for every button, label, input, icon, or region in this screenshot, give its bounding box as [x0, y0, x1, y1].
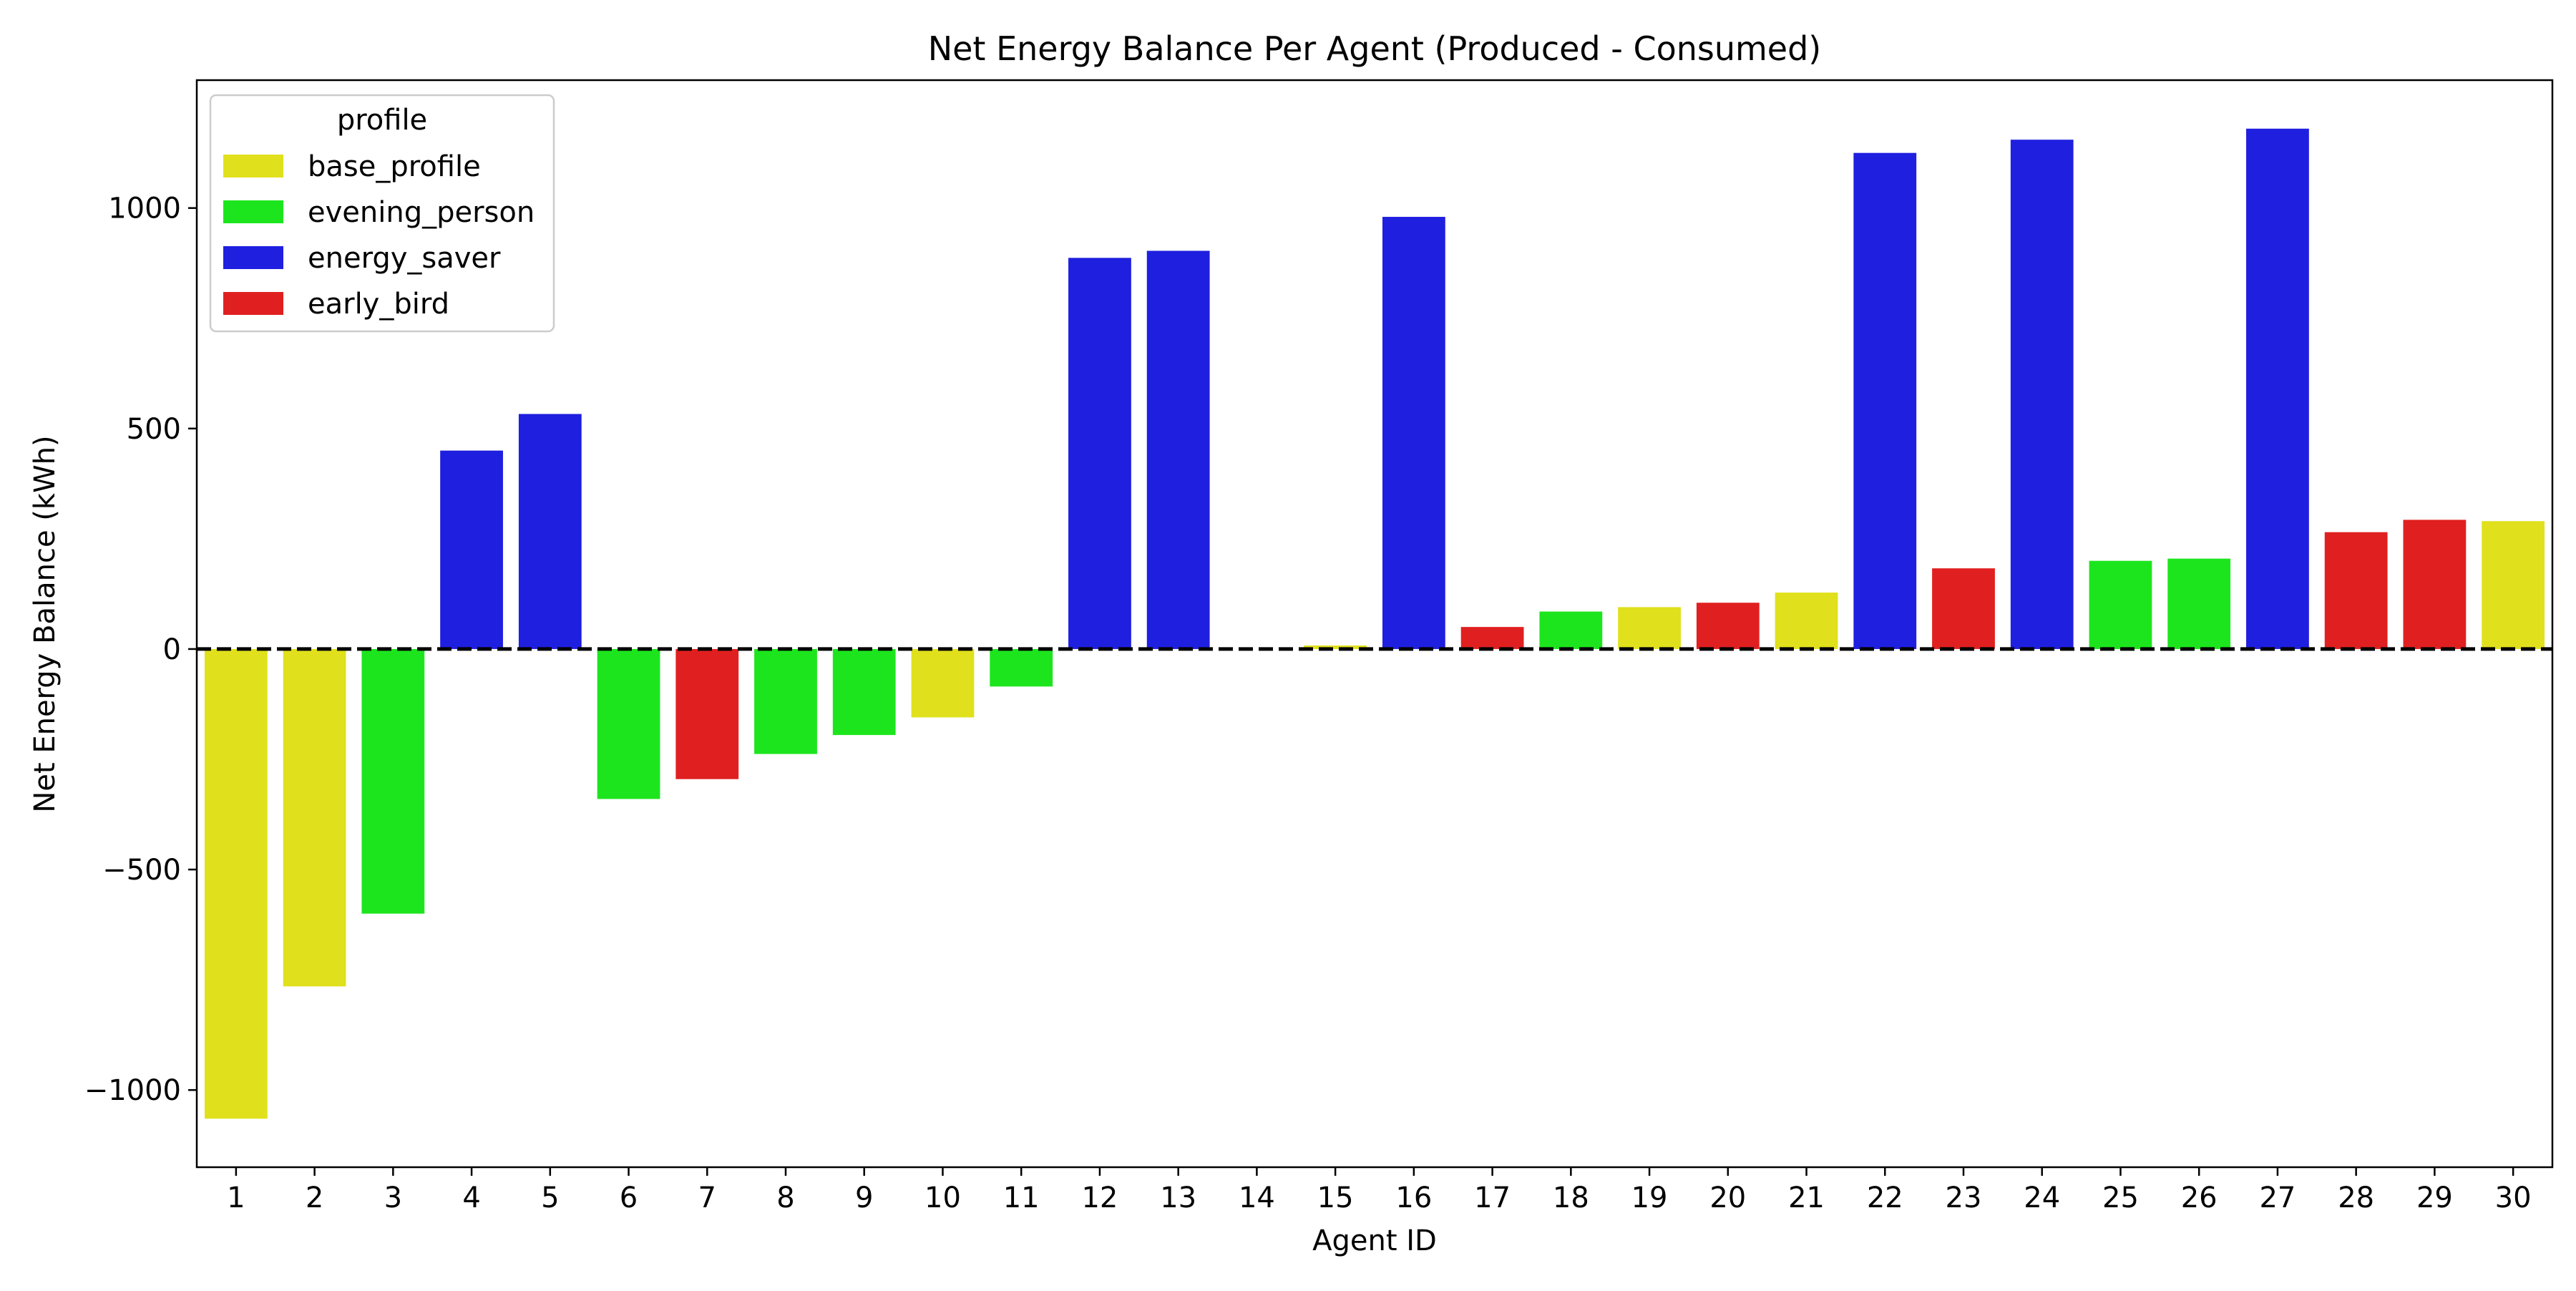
bar-agent-27 [2246, 128, 2309, 649]
bar-agent-7 [675, 648, 739, 779]
x-tick-label: 29 [2416, 1182, 2453, 1214]
legend: profile base_profile evening_personenergy… [209, 94, 555, 333]
x-tick-label: 15 [1317, 1182, 1354, 1214]
bars-layer [204, 128, 2545, 1119]
legend-title: profile [337, 104, 427, 137]
bar-agent-23 [1932, 568, 1995, 649]
bar-agent-9 [832, 648, 896, 736]
x-tick-label: 24 [2024, 1182, 2060, 1214]
bar-agent-29 [2403, 520, 2467, 649]
x-tick-label: 5 [541, 1182, 559, 1214]
bar-agent-2 [283, 648, 346, 987]
legend-swatch-base-profile [223, 155, 283, 177]
x-tick-label: 22 [1867, 1182, 1903, 1214]
bar-agent-17 [1460, 627, 1524, 649]
bar-agent-13 [1146, 250, 1210, 649]
x-tick-label: 21 [1788, 1182, 1825, 1214]
y-tick-label: 0 [163, 633, 181, 666]
bar-agent-12 [1068, 258, 1131, 649]
bar-agent-22 [1853, 152, 1917, 649]
bar-agent-20 [1696, 603, 1760, 649]
y-tick-label: 500 [127, 413, 181, 446]
x-tick-label: 27 [2259, 1182, 2296, 1214]
legend-label-energy-saver: energy_saver [308, 242, 501, 275]
bar-agent-26 [2167, 558, 2231, 649]
y-tick-label: −1000 [84, 1074, 181, 1107]
x-tick-label: 23 [1946, 1182, 1982, 1214]
legend-label-base-profile: base_profile [308, 150, 481, 183]
bar-agent-18 [1539, 611, 1603, 649]
x-tick-label: 30 [2495, 1182, 2532, 1214]
x-tick-label: 12 [1081, 1182, 1118, 1214]
legend-box [209, 94, 555, 333]
legend-swatch-evening-person [223, 200, 283, 223]
x-tick-label: 19 [1631, 1182, 1668, 1214]
x-tick-label: 11 [1003, 1182, 1040, 1214]
x-tick-label: 2 [306, 1182, 323, 1214]
x-tick-label: 6 [620, 1182, 638, 1214]
x-tick-label: 3 [384, 1182, 402, 1214]
bar-agent-6 [597, 648, 660, 799]
bar-agent-21 [1775, 593, 1838, 649]
bar-agent-8 [754, 648, 817, 754]
bar-agent-10 [911, 648, 975, 718]
legend-swatch-early-bird [223, 292, 283, 315]
bar-agent-4 [440, 450, 503, 649]
bar-agent-24 [2010, 140, 2074, 649]
legend-label-evening-person: evening_person [308, 196, 535, 229]
x-tick-label: 1 [227, 1182, 245, 1214]
legend-entries: base_profile evening_person energy_saverea… [223, 150, 535, 321]
y-axis-label: Net Energy Balance (kWh) [29, 435, 62, 812]
bar-agent-15 [1304, 646, 1367, 649]
x-axis-ticks: 1 2 3 4 5 6 7 8 9 10 11 12 13 14 15 16 17 18 19 20 21 22 23 24 2… [227, 1167, 2532, 1214]
x-tick-label: 7 [698, 1182, 716, 1214]
bar-agent-28 [2324, 532, 2388, 649]
x-tick-label: 25 [2102, 1182, 2139, 1214]
x-tick-label: 26 [2181, 1182, 2218, 1214]
bar-agent-1 [204, 648, 268, 1119]
bar-agent-5 [518, 414, 582, 649]
x-tick-label: 20 [1709, 1182, 1746, 1214]
bar-agent-19 [1618, 607, 1681, 649]
bar-agent-25 [2089, 560, 2152, 649]
x-tick-label: 18 [1553, 1182, 1589, 1214]
bar-agent-3 [361, 648, 425, 914]
legend-swatch-energy-saver [223, 246, 283, 269]
x-tick-label: 14 [1239, 1182, 1275, 1214]
x-tick-label: 8 [776, 1182, 794, 1214]
x-tick-label: 28 [2338, 1182, 2374, 1214]
y-tick-label: 1000 [108, 193, 181, 225]
legend-label-early-bird: early_bird [308, 288, 449, 321]
bar-agent-30 [2482, 521, 2545, 649]
y-axis-ticks: −1000 −500 0 500 1000 [84, 193, 197, 1107]
x-tick-label: 4 [462, 1182, 480, 1214]
x-tick-label: 9 [855, 1182, 873, 1214]
x-tick-label: 16 [1395, 1182, 1432, 1214]
y-tick-label: −500 [102, 854, 181, 887]
x-tick-label: 13 [1160, 1182, 1196, 1214]
plot-area-frame [195, 79, 2554, 1169]
x-axis-label: Agent ID [1312, 1224, 1437, 1257]
bar-agent-16 [1382, 217, 1445, 649]
x-tick-label: 17 [1474, 1182, 1511, 1214]
bar-agent-11 [990, 648, 1053, 687]
x-tick-label: 10 [924, 1182, 961, 1214]
chart-title: Net Energy Balance Per Agent (Produced -… [928, 29, 1822, 68]
